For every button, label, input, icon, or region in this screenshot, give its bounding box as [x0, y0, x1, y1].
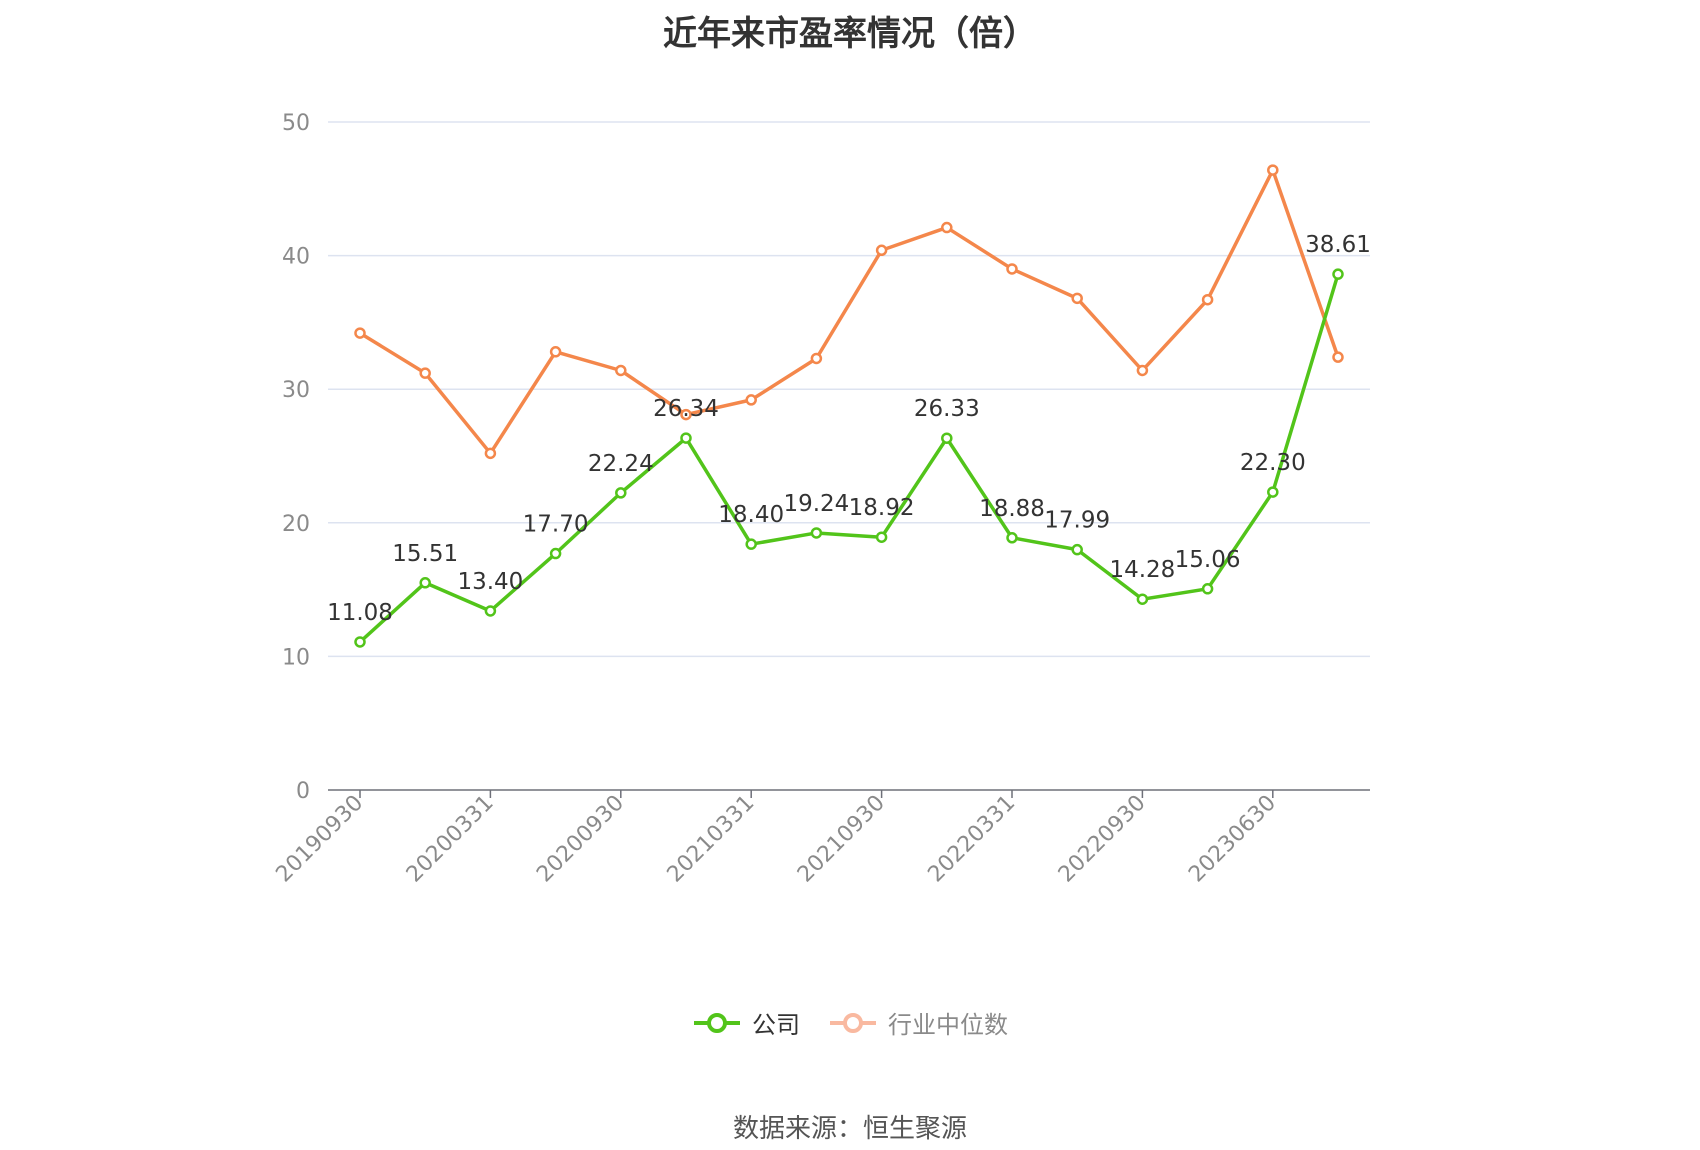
data-label: 15.06 [1175, 547, 1241, 573]
company-point [1071, 543, 1083, 556]
x-tick-label: 20210331 [663, 791, 760, 888]
data-label: 11.08 [327, 600, 393, 626]
company-point [549, 547, 562, 560]
x-tick-label: 20220331 [923, 791, 1020, 888]
company-point [1332, 268, 1344, 280]
industry-point [745, 394, 757, 406]
industry-point [1136, 364, 1149, 377]
company-point [1201, 583, 1214, 595]
industry-point [875, 244, 888, 257]
x-tick-label: 20190930 [271, 791, 368, 888]
legend-item-industry[interactable]: 行业中位数 [828, 1005, 1008, 1040]
industry-point [354, 327, 366, 339]
industry-point [615, 364, 627, 377]
legend-label-company: 公司 [752, 1011, 800, 1039]
x-tick-label: 20200930 [532, 791, 629, 888]
data-label: 13.40 [457, 569, 523, 595]
industry-point [549, 346, 562, 358]
company-point [810, 527, 823, 539]
industry-line [359, 168, 1340, 456]
data-label: 19.24 [783, 491, 849, 517]
data-label: 17.99 [1044, 508, 1110, 534]
y-tick-label: 10 [282, 645, 310, 670]
data-label: 18.40 [718, 502, 784, 528]
company-point [419, 577, 431, 589]
company-point [484, 605, 497, 617]
industry-point [484, 447, 497, 460]
company-point [745, 538, 757, 550]
legend-label-industry: 行业中位数 [888, 1011, 1008, 1039]
industry-point [1267, 164, 1279, 176]
industry-point [680, 408, 692, 421]
company-point [354, 636, 366, 648]
source-note: 数据来源：恒生聚源 [732, 1114, 967, 1144]
chart-title: 近年来市盈率情况（倍） [663, 14, 1037, 54]
data-label: 18.88 [979, 496, 1045, 522]
data-label: 15.51 [392, 541, 458, 567]
industry-point [1071, 292, 1083, 305]
data-label: 14.28 [1109, 557, 1175, 583]
y-tick-label: 0 [296, 779, 310, 804]
data-label: 26.34 [653, 396, 719, 422]
x-tick-label: 20220930 [1054, 791, 1151, 888]
legend: 公司 行业中位数 [0, 1005, 1700, 1040]
grid-lines [328, 121, 1370, 658]
x-tick-label: 20210930 [793, 791, 890, 888]
company-line [358, 273, 1340, 644]
y-tick-label: 50 [282, 111, 310, 136]
company-point [680, 432, 692, 444]
x-tick-label: 20230630 [1184, 791, 1281, 888]
data-label: 26.33 [914, 396, 980, 422]
y-tick-label: 40 [282, 245, 310, 270]
industry-point [1201, 293, 1214, 306]
legend-item-company[interactable]: 公司 [692, 1005, 800, 1040]
data-label: 22.24 [588, 451, 654, 477]
data-label: 18.92 [849, 495, 915, 521]
chart-plot: 0 10 20 30 40 50 20190930 20200331 20200930 20210… [271, 111, 1371, 888]
legend-marker-industry-icon [830, 1012, 876, 1033]
x-tick-label: 20200331 [402, 791, 499, 888]
y-tick-label: 30 [282, 378, 310, 403]
company-point [875, 531, 888, 543]
company-point [1006, 532, 1018, 544]
legend-marker-company-icon [694, 1012, 740, 1033]
company-point [1267, 486, 1279, 498]
industry-point [1006, 263, 1018, 275]
data-label: 22.30 [1240, 450, 1306, 476]
y-tick-label: 20 [282, 512, 310, 537]
company-point [615, 487, 627, 499]
data-label: 17.70 [523, 512, 589, 538]
company-point [1136, 593, 1149, 605]
data-label: 38.61 [1305, 232, 1371, 258]
industry-point [419, 367, 431, 379]
industry-point [941, 221, 953, 234]
company-point [941, 432, 953, 444]
industry-point [1332, 351, 1344, 363]
series [354, 164, 1344, 648]
industry-point [810, 352, 823, 365]
